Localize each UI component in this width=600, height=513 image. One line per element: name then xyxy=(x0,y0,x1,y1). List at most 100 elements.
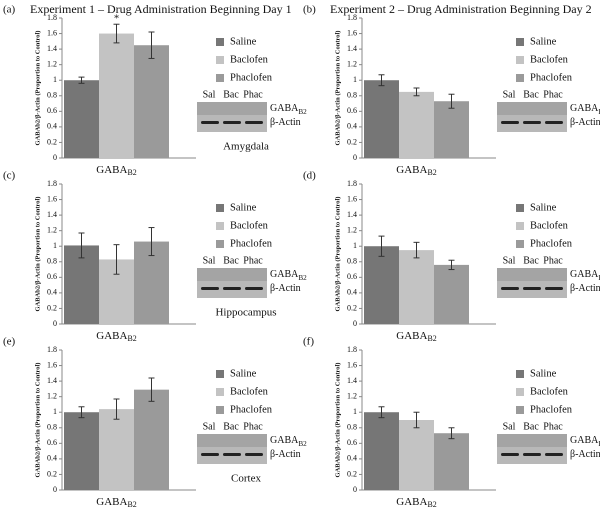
lane-label: Sal xyxy=(203,421,216,432)
significance-marker: * xyxy=(114,14,119,25)
legend-label: Saline xyxy=(230,202,257,213)
lane-label: Sal xyxy=(503,421,516,432)
x-axis-label-sub: B2 xyxy=(127,168,136,177)
bar xyxy=(99,33,134,158)
lane-label: Bac xyxy=(223,255,239,266)
legend-swatch xyxy=(516,38,524,46)
lane-label: Sal xyxy=(503,255,516,266)
bar xyxy=(434,264,469,324)
y-tick-label: 1 xyxy=(53,407,57,416)
blot-band xyxy=(245,287,263,290)
y-tick-label: 0.8 xyxy=(347,257,357,266)
bar xyxy=(64,245,99,324)
y-tick-label: 1.6 xyxy=(47,194,57,203)
panel-title: Experiment 1 – Drug Administration Begin… xyxy=(30,2,292,16)
y-tick-label: 0.8 xyxy=(347,91,357,100)
legend-swatch xyxy=(516,56,524,64)
bar xyxy=(434,433,469,490)
blot-image xyxy=(197,434,267,447)
y-tick-label: 0.4 xyxy=(47,454,57,463)
band-label: GABAB2 xyxy=(570,103,600,115)
y-tick-label: 0.8 xyxy=(47,91,57,100)
y-tick-label: 0.6 xyxy=(347,438,357,447)
blot-band xyxy=(223,287,241,290)
y-tick-label: 1.4 xyxy=(347,210,357,219)
panel-label: (c) xyxy=(3,170,16,182)
legend-label: Saline xyxy=(530,36,557,47)
band-label-sub: B2 xyxy=(298,440,307,448)
x-axis-label: GABAB2 xyxy=(396,330,436,343)
band-label: β-Actin xyxy=(570,449,600,460)
y-tick-label: 1.8 xyxy=(47,345,57,354)
legend-label: Saline xyxy=(530,202,557,213)
band-label-sub: B2 xyxy=(298,108,307,116)
y-tick-label: 0.6 xyxy=(347,272,357,281)
y-tick-label: 0.4 xyxy=(347,288,357,297)
y-tick-label: 0.4 xyxy=(347,454,357,463)
y-tick-label: 0 xyxy=(53,485,57,494)
lane-label: Sal xyxy=(203,89,216,100)
blot-band xyxy=(523,121,541,124)
lane-label: Phac xyxy=(243,421,263,432)
bar xyxy=(99,409,134,490)
blot-band xyxy=(545,453,563,456)
lane-label: Phac xyxy=(243,255,263,266)
legend-swatch xyxy=(216,222,224,230)
blot-band xyxy=(501,121,519,124)
y-tick-label: 1.8 xyxy=(347,345,357,354)
legend-swatch xyxy=(216,74,224,82)
bar xyxy=(64,412,99,490)
bar xyxy=(64,80,99,158)
panel-title: Experiment 2 – Drug Administration Begin… xyxy=(330,2,592,16)
x-axis-label-main: GABA xyxy=(96,330,127,342)
y-tick-label: 1 xyxy=(353,407,357,416)
legend-label: Baclofen xyxy=(230,220,269,231)
legend-label: Baclofen xyxy=(530,54,569,65)
panel-label: (e) xyxy=(3,336,16,348)
blot-band xyxy=(201,453,219,456)
band-label: GABAB2 xyxy=(270,103,307,115)
x-axis-label: GABAB2 xyxy=(396,496,436,509)
band-label-sub: B2 xyxy=(598,440,600,448)
legend-label: Phaclofen xyxy=(530,72,573,83)
blot-image xyxy=(497,434,567,447)
lane-label: Phac xyxy=(543,89,563,100)
y-axis-label: GABAb2/β-Actin (Proportion to Control) xyxy=(334,363,341,478)
panel-label: (b) xyxy=(303,4,316,16)
bar xyxy=(399,420,434,490)
blot-image xyxy=(497,102,567,115)
y-axis-label: GABAb2/β-Actin (Proportion to Control) xyxy=(34,363,41,478)
x-axis-label-main: GABA xyxy=(96,164,127,176)
legend-swatch xyxy=(216,370,224,378)
legend-swatch xyxy=(516,388,524,396)
y-axis-label: GABAb2/β-Actin (Proportion to Control) xyxy=(334,31,341,146)
legend-swatch xyxy=(216,406,224,414)
region-label: Cortex xyxy=(231,473,261,485)
lane-label: Phac xyxy=(543,421,563,432)
band-label-main: GABA xyxy=(570,103,599,114)
legend-swatch xyxy=(516,222,524,230)
region-label: Hippocampus xyxy=(215,307,276,319)
x-axis-label: GABAB2 xyxy=(96,330,136,343)
y-tick-label: 1.4 xyxy=(47,210,57,219)
band-label-main: β-Actin xyxy=(270,449,301,460)
x-axis-label: GABAB2 xyxy=(96,164,136,177)
legend-swatch xyxy=(516,406,524,414)
y-tick-label: 0.4 xyxy=(47,288,57,297)
bar xyxy=(134,45,169,158)
region-label: Amygdala xyxy=(223,141,269,153)
y-tick-label: 1 xyxy=(353,75,357,84)
x-axis-label-main: GABA xyxy=(396,164,427,176)
x-axis-label-sub: B2 xyxy=(127,500,136,509)
y-tick-label: 1.8 xyxy=(47,13,57,22)
band-label-main: GABA xyxy=(570,435,599,446)
x-axis-label-sub: B2 xyxy=(427,500,436,509)
blot-image xyxy=(197,102,267,115)
blot-band xyxy=(523,453,541,456)
lane-label: Bac xyxy=(523,421,539,432)
y-tick-label: 1.2 xyxy=(347,59,357,68)
lane-label: Sal xyxy=(203,255,216,266)
blot-band xyxy=(201,121,219,124)
y-tick-label: 0.4 xyxy=(47,122,57,131)
